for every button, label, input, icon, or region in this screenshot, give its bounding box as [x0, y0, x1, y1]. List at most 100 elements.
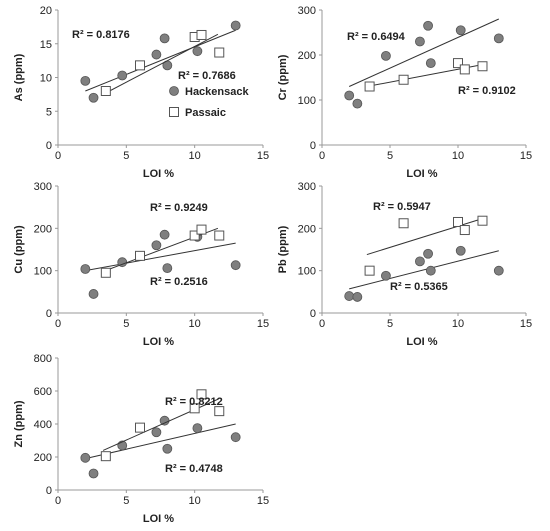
x-tick-label: 5 [387, 318, 393, 330]
data-point-passaic [459, 64, 470, 75]
data-point-passaic [459, 225, 470, 236]
data-point-hackensack [80, 452, 91, 463]
x-tick-label: 5 [387, 150, 393, 162]
data-point-hackensack [423, 20, 433, 31]
y-tick-label: 0 [310, 140, 316, 152]
x-tick-label: 10 [189, 150, 201, 162]
data-point-hackensack [381, 51, 391, 61]
data-point-hackensack [352, 292, 363, 302]
data-point-hackensack [230, 20, 241, 31]
data-point-passaic [100, 451, 111, 462]
x-tick-label: 5 [123, 150, 129, 162]
data-point-passaic [189, 403, 200, 414]
y-tick-label: 100 [298, 95, 316, 107]
y-tick-label: 10 [40, 73, 52, 85]
chart-panel-4: 0 5 10 15 0 200 400 600 800 LOI % Zn (ppm) R² = 0.4… [13, 353, 269, 525]
data-point-hackensack [80, 264, 91, 274]
r-squared-label-passaic: R² = 0.8212 [165, 396, 223, 408]
r-squared-label-hackensack: R² = 0.2516 [150, 276, 208, 288]
y-tick-label: 100 [34, 266, 52, 278]
y-axis-title: Cr (ppm) [277, 54, 289, 100]
r-squared-label-passaic: R² = 0.9249 [150, 202, 208, 214]
data-point-passaic [100, 86, 111, 96]
data-point-passaic [135, 422, 145, 433]
data-point-hackensack [381, 270, 391, 281]
y-tick-label: 200 [298, 223, 316, 235]
x-axis-title: LOI % [143, 168, 174, 180]
data-point-passaic [214, 230, 225, 241]
y-tick-label: 0 [46, 308, 52, 320]
r-squared-label-passaic: R² = 0.7686 [178, 70, 236, 82]
x-tick-label: 10 [452, 150, 464, 162]
data-point-hackensack [151, 427, 162, 438]
data-point-passaic [135, 60, 145, 71]
x-tick-label: 10 [189, 495, 201, 507]
data-point-passaic [398, 74, 409, 85]
data-point-passaic [214, 406, 225, 417]
data-point-hackensack [159, 33, 170, 44]
data-point-hackensack [344, 291, 355, 301]
x-tick-label: 0 [55, 150, 61, 162]
y-tick-label: 15 [40, 39, 52, 51]
x-tick-label: 10 [189, 318, 201, 330]
y-tick-label: 200 [34, 452, 52, 464]
data-point-hackensack [162, 263, 173, 274]
data-point-hackensack [159, 415, 170, 426]
x-axis-title: LOI % [406, 336, 437, 348]
x-tick-label: 0 [319, 318, 325, 330]
data-point-hackensack [493, 33, 504, 44]
data-point-hackensack [117, 70, 128, 81]
y-tick-label: 400 [34, 419, 52, 431]
y-axis-title: As (ppm) [13, 53, 25, 101]
y-tick-label: 200 [34, 223, 52, 235]
y-tick-label: 0 [310, 308, 316, 320]
r-squared-label-passaic: R² = 0.5947 [373, 201, 431, 213]
data-point-passaic [364, 81, 375, 92]
r-squared-label-hackensack: R² = 0.6494 [347, 31, 406, 43]
data-point-hackensack [423, 248, 433, 259]
data-point-passaic [214, 47, 225, 58]
y-tick-label: 20 [40, 5, 52, 17]
r-squared-label-hackensack: R² = 0.5365 [390, 281, 448, 293]
y-tick-label: 0 [46, 140, 52, 152]
y-tick-label: 0 [46, 485, 52, 497]
data-point-passaic [453, 216, 463, 227]
data-point-passaic [189, 230, 200, 241]
trendline-hackensack [85, 242, 236, 272]
data-point-hackensack [192, 46, 203, 57]
data-point-passaic [196, 389, 207, 400]
x-tick-label: 5 [123, 495, 129, 507]
y-axis-title: Pb (ppm) [277, 225, 289, 273]
y-tick-label: 800 [34, 353, 52, 365]
trendline-hackensack [85, 29, 236, 92]
y-axis-title: Cu (ppm) [13, 225, 25, 274]
data-point-hackensack [415, 36, 425, 47]
x-axis-title: LOI % [143, 513, 174, 525]
data-point-hackensack [88, 468, 99, 479]
y-tick-label: 100 [298, 266, 316, 278]
legend-marker-hackensack [169, 86, 179, 96]
data-point-hackensack [159, 229, 170, 240]
data-point-hackensack [425, 58, 436, 68]
data-point-passaic [477, 215, 488, 226]
data-point-hackensack [151, 240, 162, 251]
trendline-passaic [102, 33, 219, 95]
data-point-passaic [196, 29, 207, 40]
r-squared-label-passaic: R² = 0.9102 [458, 85, 516, 97]
data-point-hackensack [455, 25, 466, 36]
trendline-hackensack [349, 250, 499, 290]
x-axis-title: LOI % [143, 336, 174, 348]
y-tick-label: 200 [298, 50, 316, 62]
data-point-hackensack [80, 75, 91, 86]
y-tick-label: 600 [34, 386, 52, 398]
x-tick-label: 10 [452, 318, 464, 330]
data-point-hackensack [425, 265, 436, 276]
r-squared-label-hackensack: R² = 0.4748 [165, 463, 223, 475]
chart-panel-3: 0 5 10 15 0 100 200 300 LOI % Pb (ppm) R² = 0.5365… [277, 181, 532, 348]
x-tick-label: 15 [257, 495, 269, 507]
data-point-hackensack [151, 49, 162, 60]
chart-panel-1: 0 5 10 15 0 100 200 300 LOI % Cr (ppm) R² = 0.6494… [277, 5, 532, 180]
data-point-hackensack [455, 245, 466, 256]
data-point-hackensack [493, 265, 504, 276]
x-tick-label: 0 [55, 495, 61, 507]
